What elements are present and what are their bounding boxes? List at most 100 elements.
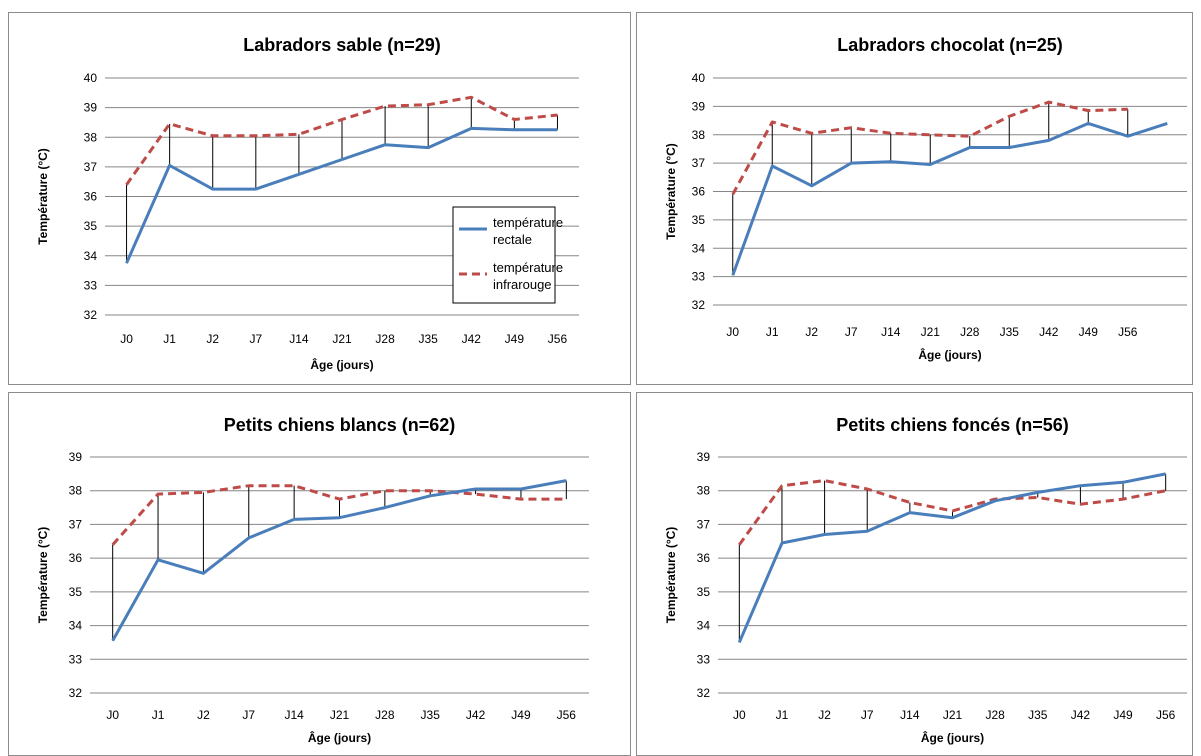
x-tick-label: J35 <box>1028 708 1048 722</box>
y-tick-label: 37 <box>69 517 83 531</box>
y-tick-label: 33 <box>84 278 98 292</box>
chart-title: Labradors sable (n=29) <box>243 35 441 55</box>
x-tick-label: J2 <box>805 325 818 339</box>
legend-label: température <box>493 260 563 275</box>
x-tick-label: J49 <box>505 332 525 346</box>
chart-panel-petits-chiens-blancs: 32 33 34 35 36 37 38 39 J0 J1 J2 J7 J14 J21 J28 J35 J42 J… <box>8 392 631 756</box>
y-tick-label: 36 <box>697 551 711 565</box>
y-tick-label: 37 <box>692 156 706 170</box>
x-tick-label: J42 <box>1039 325 1059 339</box>
x-axis-title: Âge (jours) <box>308 730 371 745</box>
y-tick-label: 39 <box>697 450 711 464</box>
x-tick-label: J35 <box>1000 325 1020 339</box>
legend-box <box>452 206 556 304</box>
x-tick-label: J0 <box>106 708 119 722</box>
x-tick-label: J56 <box>548 332 568 346</box>
x-tick-label: J42 <box>1071 708 1091 722</box>
x-tick-label: J2 <box>197 708 210 722</box>
series-line-temperature-infrarouge <box>731 100 1128 196</box>
y-tick-label: 39 <box>692 99 706 113</box>
series-line-temperature-infrarouge <box>111 484 567 546</box>
x-tick-label: J56 <box>557 708 577 722</box>
x-tick-label: J14 <box>289 332 309 346</box>
x-tick-label: J14 <box>284 708 304 722</box>
x-tick-label: J21 <box>921 325 941 339</box>
y-tick-label: 32 <box>84 308 98 322</box>
y-tick-label: 40 <box>692 71 706 85</box>
chart-panel-petits-chiens-fonces: 32 33 34 35 36 37 38 39 J0 J1 J2 J7 J14 J21 J28 J35 J42 J… <box>636 392 1193 756</box>
x-tick-label: J49 <box>511 708 531 722</box>
x-tick-label: J2 <box>818 708 831 722</box>
x-tick-label: J49 <box>1113 708 1133 722</box>
chart-title: Labradors chocolat (n=25) <box>837 35 1063 55</box>
x-tick-label: J28 <box>960 325 980 339</box>
chart-title: Petits chiens foncés (n=56) <box>836 415 1069 435</box>
y-axis-title: Température (°C) <box>664 143 678 240</box>
x-tick-label: J14 <box>900 708 920 722</box>
x-tick-label: J56 <box>1156 708 1176 722</box>
y-tick-label: 35 <box>692 213 706 227</box>
y-tick-label: 40 <box>84 71 98 85</box>
y-tick-label: 32 <box>692 298 706 312</box>
legend-label: infrarouge <box>493 277 552 292</box>
x-tick-label: J28 <box>375 332 395 346</box>
x-tick-label: J7 <box>845 325 858 339</box>
x-tick-label: J0 <box>733 708 746 722</box>
y-tick-label: 35 <box>697 585 711 599</box>
x-tick-label: J28 <box>375 708 395 722</box>
y-tick-label: 36 <box>84 190 98 204</box>
x-tick-label: J21 <box>943 708 963 722</box>
series-line-temperature-rectale <box>737 472 1166 643</box>
x-tick-label: J7 <box>249 332 262 346</box>
x-tick-label: J7 <box>861 708 874 722</box>
y-tick-label: 38 <box>69 484 83 498</box>
chart-panel-labradors-chocolat: 32 33 34 35 36 37 38 39 40 J0 J1 J2 J7 J14 J21 J28 J35 J4… <box>636 12 1193 385</box>
series-line-temperature-rectale <box>111 479 567 642</box>
legend: température rectale température infrarouge <box>452 206 563 304</box>
x-tick-label: J2 <box>206 332 219 346</box>
x-tick-label: J49 <box>1079 325 1099 339</box>
x-tick-label: J28 <box>985 708 1005 722</box>
y-tick-label: 33 <box>692 270 706 284</box>
y-tick-label: 36 <box>69 551 83 565</box>
y-tick-label: 33 <box>697 652 711 666</box>
y-tick-label: 37 <box>697 517 711 531</box>
x-tick-label: J1 <box>766 325 779 339</box>
y-axis-title: Température (°C) <box>36 527 50 624</box>
y-tick-label: 34 <box>69 619 83 633</box>
y-tick-label: 32 <box>69 686 83 700</box>
y-tick-label: 35 <box>69 585 83 599</box>
y-tick-label: 38 <box>697 484 711 498</box>
y-tick-label: 39 <box>84 101 98 115</box>
x-axis-title: Âge (jours) <box>918 347 981 362</box>
series-line-temperature-rectale <box>125 126 558 264</box>
y-tick-label: 37 <box>84 160 98 174</box>
x-tick-label: J56 <box>1118 325 1138 339</box>
chart-petits-chiens-blancs: 32 33 34 35 36 37 38 39 J0 J1 J2 J7 J14 J21 J28 J35 J42 J… <box>36 415 589 745</box>
y-tick-label: 34 <box>692 241 706 255</box>
x-tick-label: J1 <box>163 332 176 346</box>
y-tick-label: 34 <box>697 619 711 633</box>
y-tick-label: 33 <box>69 652 83 666</box>
y-axis-title: Température (°C) <box>36 148 50 245</box>
series-line-temperature-infrarouge <box>738 479 1166 546</box>
chart-title: Petits chiens blancs (n=62) <box>224 415 456 435</box>
x-tick-label: J0 <box>120 332 133 346</box>
x-tick-label: J42 <box>466 708 486 722</box>
x-axis-title: Âge (jours) <box>921 730 984 745</box>
y-tick-label: 32 <box>697 686 711 700</box>
x-tick-label: J35 <box>421 708 441 722</box>
chart-panel-labradors-sable: 32 33 34 35 36 37 38 39 40 J0 J1 J2 J7 J14 J21 J28 J35 J4… <box>8 12 631 385</box>
y-tick-label: 38 <box>692 128 706 142</box>
x-tick-label: J0 <box>726 325 739 339</box>
x-axis-title: Âge (jours) <box>310 357 373 372</box>
legend-label: température <box>493 215 563 230</box>
y-tick-label: 39 <box>69 450 83 464</box>
chart-labradors-sable: 32 33 34 35 36 37 38 39 40 J0 J1 J2 J7 J14 J21 J28 J35 J4… <box>36 35 579 372</box>
series-line-temperature-infrarouge <box>125 95 558 186</box>
x-tick-label: J35 <box>419 332 439 346</box>
legend-label: rectale <box>493 232 532 247</box>
x-tick-label: J21 <box>332 332 352 346</box>
x-tick-label: J1 <box>776 708 789 722</box>
y-tick-label: 36 <box>692 185 706 199</box>
